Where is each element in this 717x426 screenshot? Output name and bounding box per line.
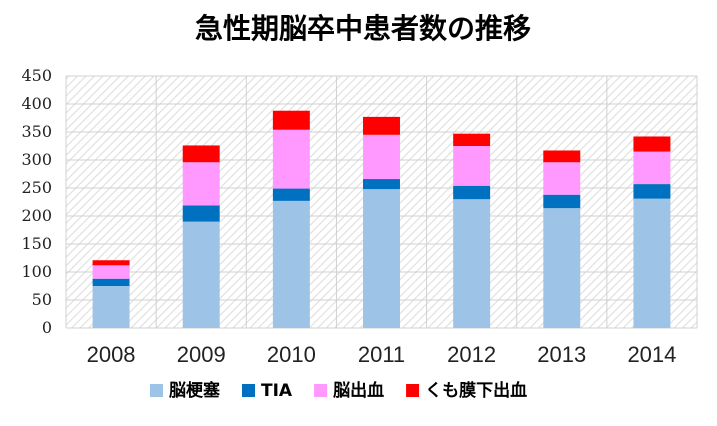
- legend-swatch: [314, 384, 328, 397]
- legend-swatch: [406, 384, 420, 397]
- legend-swatch: [242, 384, 255, 397]
- bar-segment: [363, 189, 400, 328]
- y-tick-label: 50: [32, 290, 52, 309]
- y-tick-label: 250: [21, 178, 52, 197]
- y-tick-label: 350: [21, 122, 52, 141]
- y-tick-label: 150: [21, 234, 52, 253]
- bar-segment: [182, 162, 220, 206]
- bar-segment: [453, 133, 491, 146]
- y-tick-label: 200: [21, 206, 52, 225]
- bar-segment: [92, 286, 130, 328]
- y-tick-label: 0: [42, 318, 52, 337]
- y-tick-label: 400: [21, 94, 52, 113]
- bar-segment: [543, 208, 581, 328]
- legend: 脳梗塞 TIA 脳出血 くも膜下出血: [150, 380, 527, 401]
- bar-segment: [633, 184, 671, 199]
- bar-segment: [633, 151, 671, 185]
- bar-segment: [92, 278, 130, 286]
- bar-segment: [453, 185, 491, 200]
- x-tick-label: 2012: [447, 342, 496, 367]
- x-tick-label: 2011: [358, 342, 405, 367]
- y-tick-label: 300: [21, 150, 52, 169]
- x-tick-label: 2008: [87, 342, 136, 367]
- legend-label: 脳梗塞: [169, 380, 221, 401]
- bar-segment: [272, 129, 310, 189]
- legend-label: TIA: [261, 381, 293, 401]
- x-tick-label: 2013: [537, 342, 586, 367]
- x-axis-ticks: 2008 2009 2010 2011 2012 2013 2014: [87, 342, 677, 367]
- bar-segment: [272, 200, 310, 328]
- bar-segment: [363, 179, 400, 190]
- y-axis-ticks: 0 50 100 150 200 250 300 350 400 450: [21, 66, 52, 337]
- bar-segment: [182, 205, 220, 222]
- x-tick-label: 2009: [177, 342, 226, 367]
- bar-segment: [182, 221, 220, 328]
- bar-segment: [543, 162, 581, 195]
- x-tick-label: 2010: [267, 342, 316, 367]
- bar-segment: [272, 110, 310, 130]
- bar-segment: [633, 136, 671, 152]
- bar-segment: [363, 116, 400, 135]
- bar-segment: [272, 188, 310, 201]
- bar-segment: [453, 199, 491, 328]
- bar-segment: [453, 146, 491, 186]
- chart-title: 急性期脳卒中患者数の推移: [195, 12, 531, 45]
- legend-swatch: [150, 384, 163, 397]
- y-tick-label: 100: [21, 262, 52, 281]
- y-tick-label: 450: [21, 66, 52, 85]
- bar-segment: [92, 260, 130, 266]
- bar-segment: [363, 134, 400, 180]
- bar-segment: [92, 265, 130, 279]
- bar-segment: [543, 150, 581, 163]
- bars-group: [92, 110, 671, 328]
- x-tick-label: 2014: [627, 342, 676, 367]
- legend-label: くも膜下出血: [425, 380, 527, 401]
- bar-segment: [182, 145, 220, 163]
- bar-segment: [633, 198, 671, 328]
- bar-segment: [543, 194, 581, 209]
- legend-label: 脳出血: [333, 380, 384, 401]
